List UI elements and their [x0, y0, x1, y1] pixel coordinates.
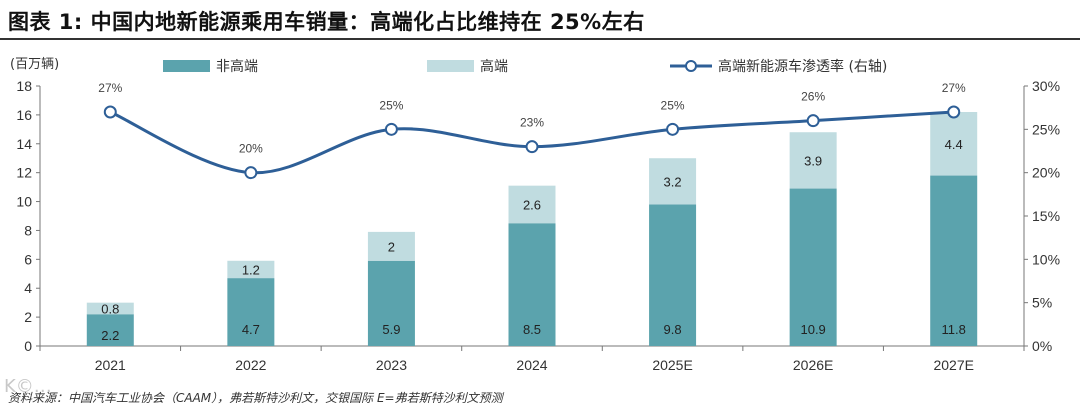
penetration-point	[103, 105, 117, 119]
bar-non-premium	[227, 278, 275, 346]
bar-label-premium: 0.8	[101, 301, 119, 316]
y2-tick-label: 0%	[1032, 338, 1052, 354]
bar-non-premium	[86, 314, 134, 346]
bar-label-premium: 3.2	[664, 174, 682, 189]
y-tick-label: 6	[24, 251, 32, 267]
legend-label-non-premium: 非高端	[216, 58, 258, 75]
y-tick-label: 0	[24, 338, 32, 354]
penetration-point	[384, 122, 398, 136]
bar-label-premium: 1.2	[242, 262, 260, 277]
x-tick-label: 2021	[95, 357, 126, 373]
bar-premium	[649, 158, 697, 205]
penetration-label: 25%	[379, 98, 403, 112]
y-tick-label: 8	[24, 222, 32, 238]
penetration-point	[947, 105, 961, 119]
y-tick-label: 18	[16, 78, 32, 94]
bar-label-premium: 2.6	[523, 197, 541, 212]
y-tick-label: 14	[16, 136, 32, 152]
y-tick-label: 4	[24, 280, 32, 296]
bar-label-premium: 3.9	[804, 153, 822, 168]
y-axis-unit: (百万辆)	[10, 57, 59, 72]
y2-tick-label: 20%	[1032, 165, 1060, 181]
bar-premium	[86, 302, 134, 315]
penetration-label: 27%	[942, 81, 966, 95]
chart-title: 图表 1: 中国内地新能源乘用车销量：高端化占比维持在 25%左右	[8, 10, 645, 34]
bar-label-non-premium: 8.5	[523, 322, 541, 337]
bar-label-premium: 2	[388, 239, 395, 254]
penetration-label: 26%	[801, 90, 825, 104]
legend-label-penetration: 高端新能源车渗透率 (右轴)	[718, 58, 887, 75]
bar-non-premium	[649, 204, 697, 346]
legend-marker-penetration	[685, 60, 697, 72]
bar-non-premium	[930, 175, 978, 346]
bar-label-non-premium: 5.9	[382, 322, 400, 337]
y2-tick-label: 30%	[1032, 78, 1060, 94]
penetration-label: 27%	[98, 81, 122, 95]
penetration-label: 23%	[520, 116, 544, 130]
y-tick-label: 16	[16, 107, 32, 123]
bar-non-premium	[789, 188, 837, 346]
legend-swatch-premium	[427, 60, 474, 72]
bar-non-premium	[508, 223, 556, 346]
y-tick-label: 10	[16, 194, 32, 210]
bar-premium	[367, 231, 415, 261]
penetration-label: 20%	[239, 142, 263, 156]
legend-label-premium: 高端	[480, 58, 508, 75]
title-divider	[0, 38, 1080, 40]
bar-premium	[227, 260, 275, 279]
y2-tick-label: 5%	[1032, 295, 1052, 311]
bar-label-non-premium: 9.8	[664, 322, 682, 337]
x-tick-label: 2024	[516, 357, 547, 373]
penetration-point	[244, 166, 258, 180]
bar-premium	[508, 185, 556, 224]
penetration-point	[806, 114, 820, 128]
penetration-point	[666, 122, 680, 136]
bar-label-non-premium: 4.7	[242, 322, 260, 337]
source-note: 资料来源：中国汽车工业协会（CAAM），弗若斯特沙利文，交银国际 E=弗若斯特沙…	[8, 391, 503, 405]
bar-premium	[789, 132, 837, 189]
penetration-point	[525, 140, 539, 154]
legend-swatch-non-premium	[163, 60, 210, 72]
y-tick-label: 12	[16, 165, 32, 181]
x-tick-label: 2025E	[652, 357, 692, 373]
y2-tick-label: 10%	[1032, 251, 1060, 267]
penetration-label: 25%	[661, 98, 685, 112]
y2-tick-label: 25%	[1032, 121, 1060, 137]
y2-tick-label: 15%	[1032, 208, 1060, 224]
y-tick-label: 2	[24, 309, 32, 325]
x-tick-label: 2026E	[793, 357, 833, 373]
bar-non-premium	[367, 260, 415, 346]
bar-premium	[930, 112, 978, 176]
x-tick-label: 2023	[376, 357, 407, 373]
bar-label-non-premium: 2.2	[101, 328, 119, 343]
watermark: K©…	[4, 376, 52, 397]
bar-label-non-premium: 11.8	[942, 322, 966, 337]
x-tick-label: 2022	[235, 357, 266, 373]
bar-label-non-premium: 10.9	[800, 322, 825, 337]
bar-label-premium: 4.4	[945, 137, 963, 152]
x-tick-label: 2027E	[933, 357, 973, 373]
